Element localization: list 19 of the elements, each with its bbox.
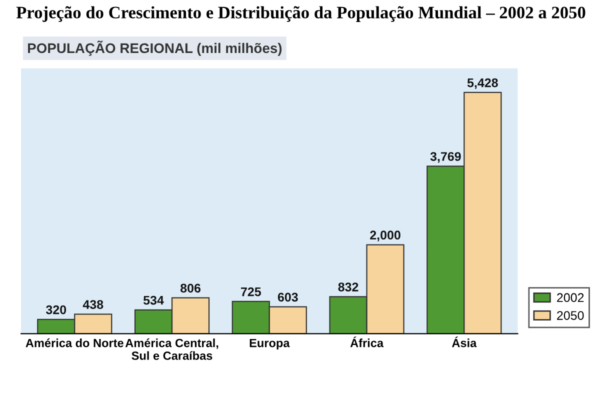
- x-tick-label: América do Norte: [26, 338, 124, 348]
- data-label: 438: [82, 300, 104, 309]
- legend-label: 2002: [557, 293, 584, 302]
- data-label: 534: [143, 296, 164, 305]
- data-label: 832: [338, 282, 358, 292]
- x-tick-label: Ásia: [452, 336, 477, 348]
- x-tick-label: Europa: [250, 338, 290, 350]
- legend-label: 2050: [557, 311, 584, 320]
- data-label: 3,769: [430, 152, 461, 163]
- x-tick-label: África: [350, 336, 384, 348]
- data-label: 2,000: [370, 230, 400, 242]
- data-label: 320: [46, 305, 66, 314]
- data-label: 603: [278, 292, 298, 302]
- chart-subtitle: POPULAÇÃO REGIONAL (mil milhões): [28, 40, 282, 56]
- x-tick-label: América Central, Sul e Caraíbas: [125, 338, 218, 360]
- data-label: 725: [241, 287, 261, 296]
- data-label: 5,428: [467, 78, 498, 90]
- chart-title: Projeção do Crescimento e Distribuição da População Mundial – 2002 a 2050: [16, 6, 586, 22]
- data-label: 806: [180, 284, 200, 293]
